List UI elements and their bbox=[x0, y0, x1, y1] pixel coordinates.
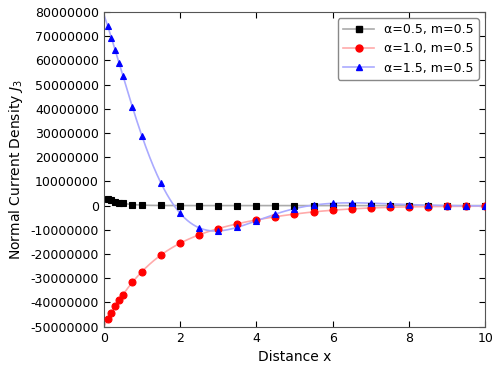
Y-axis label: Normal Current Density $J_3$: Normal Current Density $J_3$ bbox=[7, 79, 25, 260]
X-axis label: Distance x: Distance x bbox=[258, 350, 331, 364]
Legend: α=0.5, m=0.5, α=1.0, m=0.5, α=1.5, m=0.5: α=0.5, m=0.5, α=1.0, m=0.5, α=1.5, m=0.5 bbox=[338, 18, 479, 80]
